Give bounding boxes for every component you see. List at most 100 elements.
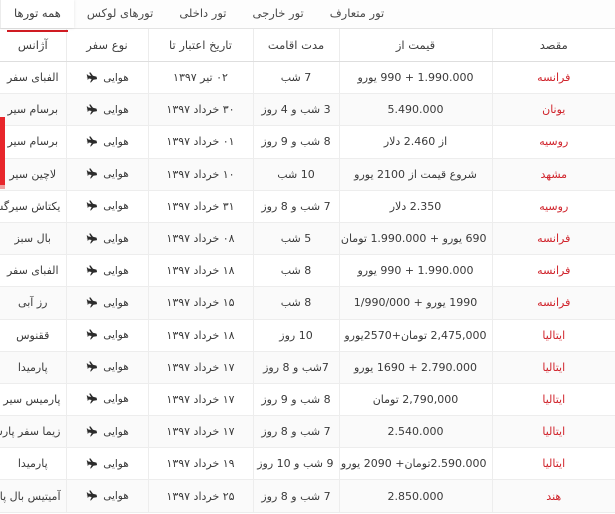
tab-label: تور خارجی <box>252 6 304 21</box>
cell-agency: پارمیدا <box>0 447 66 481</box>
tours-table-header: مقصد قیمت از مدت اقامت تاریخ اعتبار تا ن… <box>0 29 615 62</box>
plane-icon <box>85 168 98 180</box>
column-header-destination[interactable]: مقصد <box>491 29 615 62</box>
plane-icon <box>85 329 98 341</box>
cell-travel-type: هوایی <box>65 158 148 191</box>
cell-valid-until: ۱۷ خرداد ۱۳۹۷ <box>147 383 253 417</box>
tours-table: مقصد قیمت از مدت اقامت تاریخ اعتبار تا ن… <box>0 29 615 513</box>
cell-price-from: 5.490.000 <box>338 93 492 127</box>
cell-stay-duration: 7شب و 8 روز <box>252 351 339 384</box>
travel-type-group: هوایی <box>72 320 143 351</box>
table-row[interactable]: ایتالیا 2.590.000تومان+ 2090 یورو 9 شب و 1… <box>0 447 615 481</box>
cell-destination: روسیه <box>491 190 615 223</box>
cell-destination: فرانسه <box>491 61 615 95</box>
cell-destination: فرانسه <box>491 254 615 288</box>
travel-type-label: هوایی <box>103 490 129 503</box>
destination-link[interactable]: فرانسه <box>537 264 571 278</box>
left-edge-scroll-marker[interactable] <box>0 117 5 185</box>
cell-stay-duration: 7 شب <box>252 61 339 95</box>
table-row[interactable]: فرانسه 1.990.000 + 990 یورو 7 شب ۰۲ تیر ۱۳۹… <box>0 61 615 95</box>
table-row[interactable]: روسیه از 2.460 دلار 8 شب و 9 روز ۰۱ خرداد ۱… <box>0 125 615 159</box>
table-row[interactable]: فرانسه 690 یورو + 1.990.000 تومان 5 شب ۰۸ خ… <box>0 222 615 256</box>
tours-table-body: فرانسه 1.990.000 + 990 یورو 7 شب ۰۲ تیر ۱۳۹… <box>0 61 615 513</box>
destination-link[interactable]: ایتالیا <box>542 392 566 406</box>
cell-destination: فرانسه <box>491 286 615 320</box>
destination-link[interactable]: فرانسه <box>537 232 571 246</box>
cell-agency: الفبای سفر <box>0 61 66 95</box>
cell-agency: ققنوس <box>0 319 66 352</box>
table-row[interactable]: روسیه 2.350 دلار 7 شب و 8 روز ۳۱ خرداد ۱۳۹۷… <box>0 190 615 223</box>
table-row[interactable]: ایتالیا 2.790.000 + 1690 یورو 7شب و 8 روز ۱… <box>0 351 615 384</box>
travel-type-group: هوایی <box>72 448 143 479</box>
tab-standard-tour[interactable]: تور متعارف <box>317 0 398 28</box>
destination-link[interactable]: روسیه <box>539 135 569 149</box>
travel-type-group: هوایی <box>72 223 143 254</box>
cell-price-from: از 2.460 دلار <box>338 125 492 159</box>
table-row[interactable]: یونان 5.490.000 3 شب و 4 روز ۳۰ خرداد ۱۳۹۷ ه… <box>0 93 615 127</box>
table-row[interactable]: ایتالیا 2.540.000 7 شب و 8 روز ۱۷ خرداد ۱۳۹… <box>0 415 615 449</box>
plane-icon <box>85 72 98 84</box>
cell-travel-type: هوایی <box>65 93 148 127</box>
cell-stay-duration: 7 شب و 8 روز <box>252 190 339 223</box>
destination-link[interactable]: ایتالیا <box>542 457 566 471</box>
destination-link[interactable]: فرانسه <box>537 71 571 85</box>
tab-domestic-tour[interactable]: تور داخلی <box>166 0 239 28</box>
cell-valid-until: ۱۸ خرداد ۱۳۹۷ <box>147 319 253 352</box>
destination-link[interactable]: هند <box>546 489 562 503</box>
destination-link[interactable]: روسیه <box>539 199 569 213</box>
travel-type-label: هوایی <box>103 232 129 245</box>
cell-travel-type: هوایی <box>65 190 148 223</box>
cell-valid-until: ۱۸ خرداد ۱۳۹۷ <box>147 254 253 288</box>
cell-destination: ایتالیا <box>491 319 615 352</box>
cell-valid-until: ۲۵ خرداد ۱۳۹۷ <box>147 479 253 513</box>
cell-stay-duration: 8 شب <box>252 254 339 288</box>
cell-destination: ایتالیا <box>491 415 615 449</box>
travel-type-group: هوایی <box>72 94 143 125</box>
travel-type-label: هوایی <box>103 71 129 84</box>
destination-link[interactable]: مشهد <box>540 167 568 181</box>
cell-stay-duration: 8 شب و 9 روز <box>252 125 339 159</box>
cell-valid-until: ۱۷ خرداد ۱۳۹۷ <box>147 351 253 384</box>
table-row[interactable]: هند 2.850.000 7 شب و 8 روز ۲۵ خرداد ۱۳۹۷ هوا… <box>0 479 615 513</box>
travel-type-label: هوایی <box>103 425 129 438</box>
table-row[interactable]: ایتالیا 2,790,000 تومان 8 شب و 9 روز ۱۷ خرد… <box>0 383 615 417</box>
table-row[interactable]: ایتالیا 2,475,000 تومان+2570یورو 10 روز ۱۸ … <box>0 319 615 352</box>
cell-agency: الفبای سفر <box>0 254 66 288</box>
destination-link[interactable]: یونان <box>542 103 566 117</box>
cell-price-from: 1.990.000 + 990 یورو <box>338 61 492 95</box>
column-header-stay-duration[interactable]: مدت اقامت <box>252 29 339 62</box>
tab-all-tours[interactable]: همه تورها <box>0 0 74 32</box>
cell-valid-until: ۱۰ خرداد ۱۳۹۷ <box>147 158 253 191</box>
column-header-agency[interactable]: آژانس <box>0 29 66 62</box>
destination-link[interactable]: ایتالیا <box>542 360 566 374</box>
cell-agency: پارمیدا <box>0 351 66 384</box>
table-row[interactable]: فرانسه 1990 یورو + 1/990/000 8 شب ۱۵ خرداد … <box>0 286 615 320</box>
table-row[interactable]: مشهد شروع قیمت از 2100 یورو 10 شب ۱۰ خرداد … <box>0 158 615 191</box>
cell-price-from: 1.990.000 + 990 یورو <box>338 254 492 288</box>
plane-icon <box>85 458 98 470</box>
cell-stay-duration: 8 شب <box>252 286 339 320</box>
cell-destination: فرانسه <box>491 222 615 256</box>
cell-agency: یکتاش سیرگشت <box>0 190 66 223</box>
column-header-travel-type[interactable]: نوع سفر <box>65 29 148 62</box>
travel-type-group: هوایی <box>72 159 143 190</box>
cell-travel-type: هوایی <box>65 286 148 320</box>
cell-price-from: 1990 یورو + 1/990/000 <box>338 286 492 320</box>
cell-agency: رز آبی <box>0 286 66 320</box>
cell-valid-until: ۱۹ خرداد ۱۳۹۷ <box>147 447 253 481</box>
cell-agency: لاچین سیر <box>0 158 66 191</box>
destination-link[interactable]: ایتالیا <box>542 425 566 439</box>
tab-foreign-tour[interactable]: تور خارجی <box>240 0 317 28</box>
tab-label: همه تورها <box>14 6 61 21</box>
column-header-valid-until[interactable]: تاریخ اعتبار تا <box>147 29 253 62</box>
tab-luxury-tours[interactable]: تورهای لوکس <box>74 0 167 28</box>
plane-icon <box>85 200 98 212</box>
cell-price-from: 2.540.000 <box>338 415 492 449</box>
cell-valid-until: ۳۰ خرداد ۱۳۹۷ <box>147 93 253 127</box>
cell-stay-duration: 9 شب و 10 روز <box>252 447 339 481</box>
column-header-price-from[interactable]: قیمت از <box>338 29 492 62</box>
destination-link[interactable]: فرانسه <box>537 296 571 310</box>
destination-link[interactable]: ایتالیا <box>542 328 566 342</box>
table-row[interactable]: فرانسه 1.990.000 + 990 یورو 8 شب ۱۸ خرداد ۱… <box>0 254 615 288</box>
cell-agency: زیما سفر پارس <box>0 415 66 449</box>
